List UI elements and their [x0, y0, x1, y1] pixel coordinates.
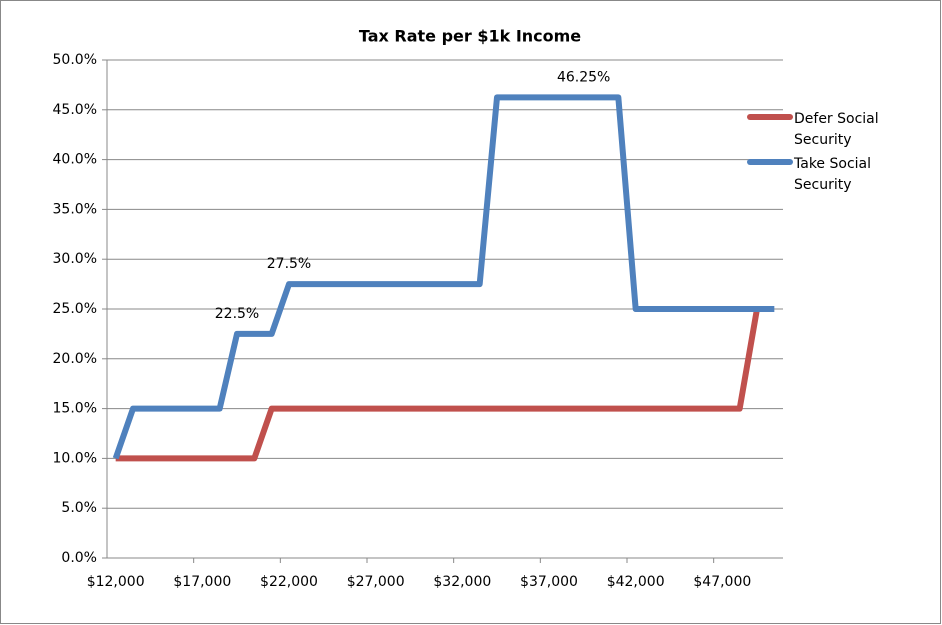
y-tick-label: 30.0% — [53, 251, 97, 267]
x-tick-label: $37,000 — [520, 574, 578, 590]
y-tick-label: 40.0% — [53, 152, 97, 168]
x-tick-label: $17,000 — [173, 574, 231, 590]
y-tick-label: 0.0% — [61, 550, 97, 566]
legend-label: Take Social Security — [794, 156, 871, 193]
y-tick-label: 20.0% — [53, 351, 97, 367]
x-tick-label: $47,000 — [693, 574, 751, 590]
x-tick-label: $27,000 — [347, 574, 405, 590]
series-line — [115, 308, 760, 462]
chart-title: Tax Rate per $1k Income — [359, 27, 581, 46]
y-tick-label: 50.0% — [53, 52, 97, 68]
series-line — [112, 94, 775, 460]
x-tick-label: $32,000 — [433, 574, 491, 590]
y-tick-label: 35.0% — [53, 201, 97, 217]
data-label: 27.5% — [267, 256, 311, 272]
x-tick-label: $12,000 — [87, 574, 145, 590]
y-tick-label: 45.0% — [53, 102, 97, 118]
data-label: 22.5% — [215, 306, 259, 322]
y-tick-label: 5.0% — [61, 500, 97, 516]
legend-label: Defer Social Security — [794, 111, 879, 148]
y-tick-label: 25.0% — [53, 301, 97, 317]
data-label: 46.25% — [557, 69, 610, 85]
x-tick-label: $22,000 — [260, 574, 318, 590]
y-tick-label: 10.0% — [53, 450, 97, 466]
y-tick-label: 15.0% — [53, 401, 97, 417]
x-tick-label: $42,000 — [607, 574, 665, 590]
